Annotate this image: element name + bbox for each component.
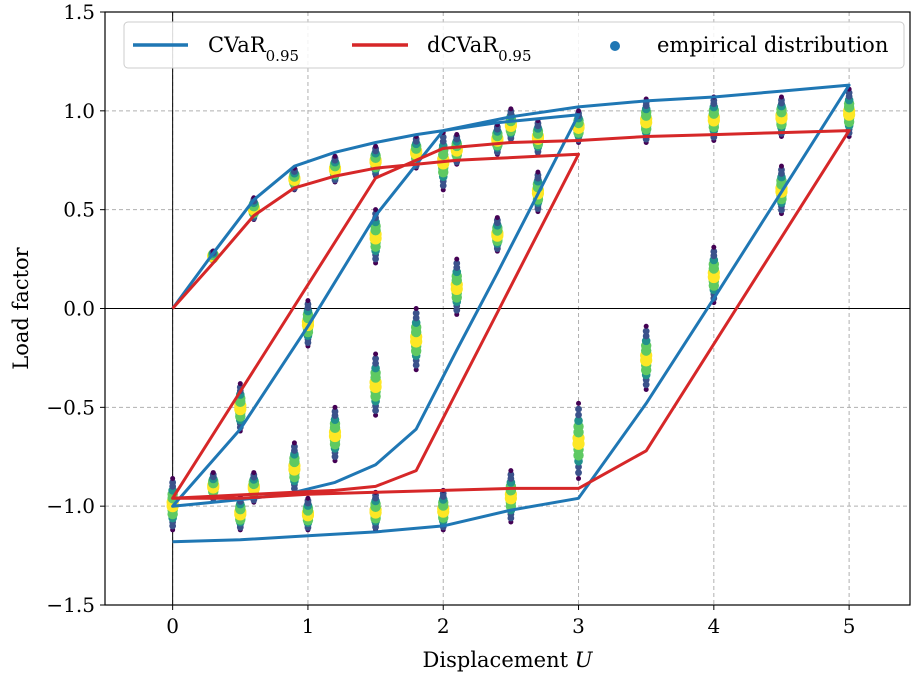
empirical-point <box>412 361 420 369</box>
x-tick-label: 0 <box>166 614 179 638</box>
x-tick-label: 3 <box>572 614 585 638</box>
empirical-point <box>453 259 461 267</box>
x-tick-label: 5 <box>843 614 856 638</box>
empirical-point <box>412 309 420 317</box>
empirical-point <box>331 408 339 415</box>
empirical-point <box>778 166 785 174</box>
empirical-point <box>332 404 338 410</box>
y-tick-label: 0.5 <box>63 198 95 222</box>
series-line-cvar <box>171 83 851 544</box>
empirical-point <box>373 351 379 357</box>
series-lines <box>171 83 851 544</box>
empirical-point <box>169 479 177 486</box>
empirical-point <box>332 153 338 159</box>
x-tick-label: 4 <box>707 614 720 638</box>
empirical-point <box>373 412 379 418</box>
empirical-point <box>508 106 514 112</box>
legend-label-empirical: empirical distribution <box>657 33 888 57</box>
empirical-point <box>210 470 216 476</box>
empirical-point <box>575 469 582 477</box>
empirical-point <box>643 387 649 393</box>
legend: CVaR0.95 dCVaR0.95 empirical distributio… <box>123 21 905 69</box>
empirical-point <box>576 108 582 114</box>
empirical-point <box>373 143 379 149</box>
empirical-point <box>373 207 379 213</box>
empirical-point <box>412 314 420 322</box>
empirical-point <box>454 132 460 138</box>
empirical-point <box>305 495 311 501</box>
empirical-point <box>535 169 541 175</box>
x-tick-label: 2 <box>437 614 450 638</box>
ticks: 0 1 2 3 4 5 −1.5 −1.0 −0.5 0.0 0.5 1.0 1.5 <box>46 0 855 638</box>
empirical-point <box>237 381 243 387</box>
empirical-point <box>575 463 582 471</box>
empirical-point <box>291 443 298 451</box>
empirical-point <box>372 407 379 414</box>
y-tick-label: −1.5 <box>46 593 95 617</box>
legend-label-dcvar: dCVaR0.95 <box>427 33 532 65</box>
empirical-point <box>778 163 784 169</box>
empirical-point <box>845 89 853 97</box>
empirical-point <box>413 306 419 311</box>
x-tick-label: 1 <box>302 614 315 638</box>
empirical-point <box>372 355 379 363</box>
legend-label-cvar: CVaR0.95 <box>208 33 299 65</box>
empirical-point <box>454 256 460 262</box>
empirical-point <box>642 332 650 340</box>
empirical-point <box>305 298 311 304</box>
y-axis-label: Load factor <box>9 246 33 369</box>
empirical-point <box>710 248 718 255</box>
empirical-point <box>778 94 784 100</box>
empirical-point <box>291 440 297 446</box>
empirical-point <box>643 323 649 329</box>
empirical-point <box>575 411 582 419</box>
y-tick-label: −1.0 <box>46 494 95 518</box>
series-line-dcvar <box>171 129 851 500</box>
empirical-point <box>642 381 650 389</box>
empirical-point <box>170 475 176 481</box>
legend-box <box>123 21 905 69</box>
zero-axis-lines <box>105 12 910 605</box>
empirical-point <box>413 367 419 373</box>
empirical-point <box>576 475 582 481</box>
empirical-point <box>711 244 717 250</box>
empirical-point <box>251 470 257 476</box>
empirical-point <box>574 416 583 426</box>
x-axis-label: Displacement U <box>423 648 594 672</box>
empirical-point <box>575 405 582 413</box>
empirical-point <box>439 133 447 141</box>
empirical-distribution-points <box>166 86 856 533</box>
y-tick-label: −0.5 <box>46 395 95 419</box>
empirical-point <box>507 471 515 478</box>
y-tick-label: 1.5 <box>63 0 95 24</box>
empirical-point <box>508 468 514 474</box>
empirical-point <box>576 400 582 406</box>
y-tick-label: 0.0 <box>63 297 95 321</box>
y-tick-label: 1.0 <box>63 99 95 123</box>
legend-swatch-empirical <box>610 41 620 51</box>
empirical-point <box>642 327 650 335</box>
empirical-point <box>494 215 500 221</box>
empirical-point <box>641 336 651 346</box>
empirical-point <box>372 359 379 367</box>
